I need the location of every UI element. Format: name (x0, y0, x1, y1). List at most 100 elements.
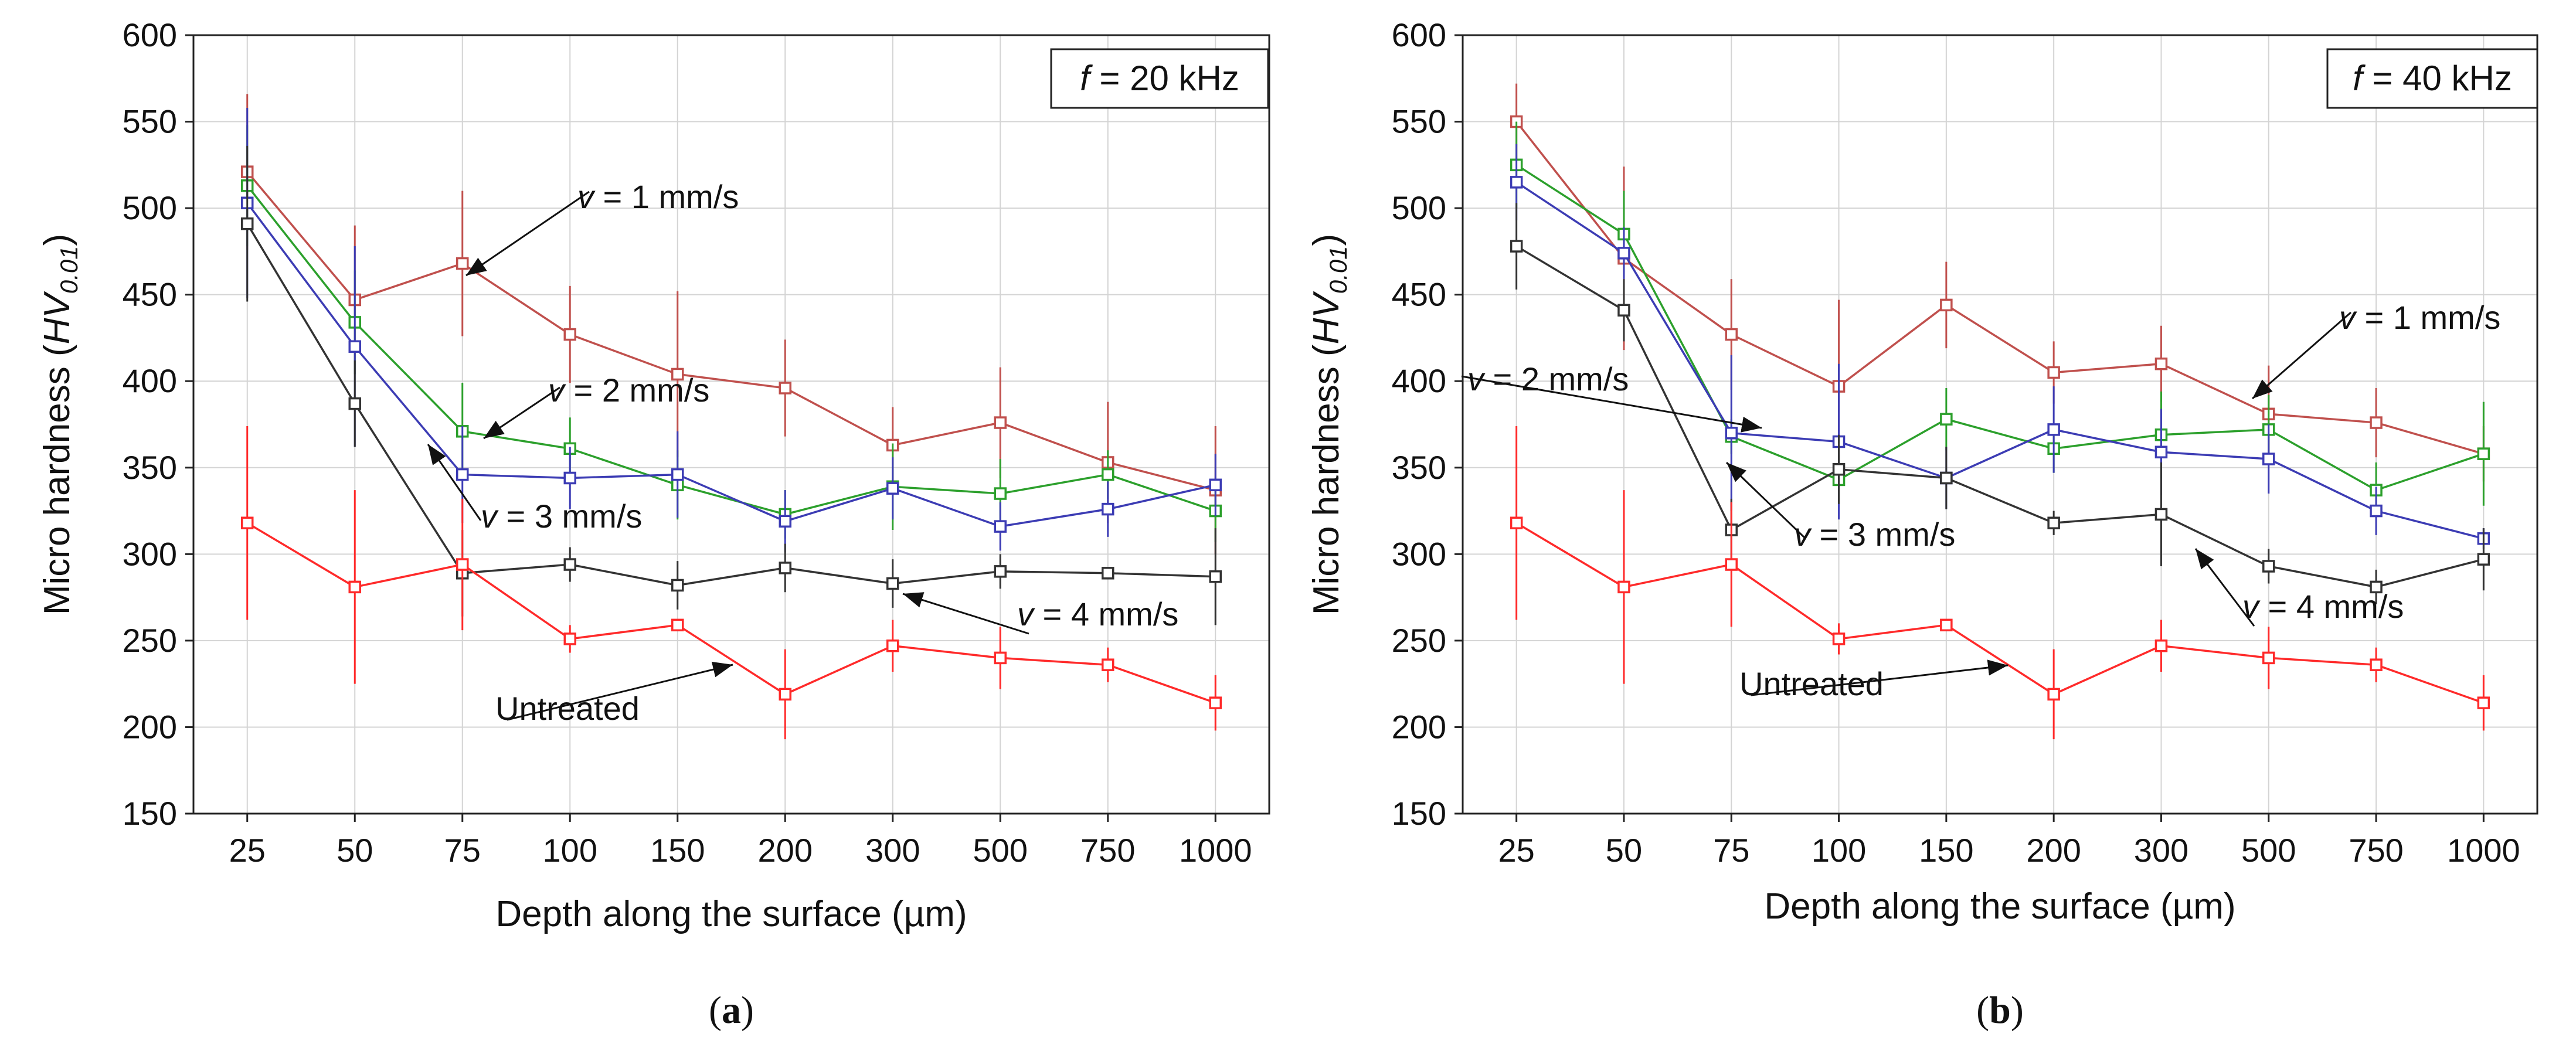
x-tick-label: 100 (1812, 832, 1866, 869)
data-point (1617, 247, 1630, 260)
data-point (2262, 453, 2275, 465)
y-tick-label: 550 (1392, 103, 1446, 140)
data-point (2047, 516, 2060, 529)
data-point (2370, 580, 2383, 594)
y-tick-label: 550 (123, 103, 177, 140)
y-axis-label-suffix: ) (37, 234, 77, 246)
data-point (2262, 651, 2275, 665)
panel-caption-open: ( (709, 989, 722, 1032)
y-tick-label: 200 (1392, 708, 1446, 745)
data-point (994, 565, 1007, 578)
x-tick-label: 500 (2241, 832, 2296, 869)
data-point (2154, 508, 2168, 521)
series-line (1515, 164, 2484, 492)
data-point (671, 618, 684, 632)
annotation-text: = 4 mm/s (2259, 588, 2404, 625)
y-axis-label-var: HV (1306, 291, 1347, 345)
data-point (1617, 580, 1630, 594)
data-point (563, 328, 576, 341)
data-point (994, 651, 1007, 665)
data-point (2477, 696, 2490, 709)
annotation-arrow (2194, 548, 2255, 627)
y-tick-label: 300 (1392, 535, 1446, 572)
series-line (246, 171, 1216, 491)
y-tick-label: 350 (123, 449, 177, 486)
data-point (1940, 298, 1953, 312)
x-tick-label: 500 (973, 832, 1028, 869)
y-tick-label: 450 (1392, 276, 1446, 313)
x-tick-label: 50 (1606, 832, 1642, 869)
annotation-label: v = 4 mm/s (2242, 588, 2404, 625)
series-1 (241, 94, 1222, 555)
y-tick-label: 500 (1392, 189, 1446, 226)
y-tick-label: 250 (1392, 622, 1446, 659)
data-point (1617, 304, 1630, 317)
series-line (1515, 522, 2484, 704)
x-tick-label: 150 (650, 832, 705, 869)
annotation-var: v (577, 178, 596, 215)
y-axis-label-prefix: Micro hardness ( (1306, 344, 1347, 615)
data-point (563, 632, 576, 645)
y-axis-label-subscript: 0.01 (55, 246, 83, 294)
series-4 (1510, 203, 2490, 604)
series-annotation: v = 2 mm/s (483, 372, 709, 440)
series-3 (241, 107, 1222, 553)
data-point (886, 639, 899, 652)
annotation-arrow (902, 592, 1029, 635)
y-tick-label: 450 (123, 276, 177, 313)
frequency-box (1050, 48, 1269, 109)
data-point (2154, 445, 2168, 458)
panel-caption-letter: b (1989, 989, 2011, 1032)
frequency-box (2326, 48, 2538, 109)
annotation-arrow (1751, 659, 2009, 696)
data-point (1102, 502, 1114, 516)
y-tick-label: 250 (123, 622, 177, 659)
x-tick-label: 750 (1080, 832, 1135, 869)
series-annotation: v = 2 mm/s (1461, 360, 1762, 433)
data-point (779, 515, 791, 528)
y-axis-label: Micro hardness (HV0.01) (37, 234, 83, 615)
x-tick-label: 300 (865, 832, 920, 869)
annotation-arrow (465, 191, 590, 277)
x-axis-label: Depth along the surface (µm) (1764, 886, 2235, 927)
x-tick-label: 750 (2349, 832, 2403, 869)
annotation-var: v (2242, 588, 2261, 625)
data-point (2370, 658, 2383, 671)
annotation-text: = 1 mm/s (594, 178, 739, 215)
plot-frame (1462, 34, 2538, 815)
series-annotation: v = 4 mm/s (2194, 548, 2404, 627)
series-5 (241, 426, 1222, 740)
series-line (1515, 245, 2484, 589)
x-tick-label: 200 (2026, 832, 2081, 869)
annotation-label: v = 4 mm/s (1017, 596, 1178, 632)
data-point (2154, 357, 2168, 370)
annotation-text: = 1 mm/s (2356, 299, 2500, 336)
annotation-arrow (2252, 311, 2351, 400)
series-annotation: Untreated (495, 661, 733, 727)
annotation-text: Untreated (1739, 665, 1884, 702)
annotation-label: v = 3 mm/s (1794, 516, 1955, 553)
data-point (671, 579, 684, 592)
x-tick-label: 150 (1919, 832, 1973, 869)
data-point (348, 397, 361, 410)
annotation-text: = 3 mm/s (1810, 516, 1955, 553)
data-point (456, 257, 469, 270)
data-point (1102, 658, 1114, 671)
annotation-var: v (481, 498, 499, 535)
annotation-label: Untreated (1739, 665, 1884, 702)
x-tick-label: 75 (444, 832, 481, 869)
y-tick-label: 400 (1392, 362, 1446, 399)
data-point (2047, 366, 2060, 379)
data-point (1832, 462, 1846, 476)
data-point (2047, 423, 2060, 436)
panel-caption-letter: a (722, 989, 741, 1032)
series-line (246, 185, 1216, 516)
series-annotation: Untreated (1739, 659, 2009, 702)
data-point (994, 416, 1007, 429)
data-point (1209, 696, 1222, 709)
frequency-var: f (1080, 59, 1093, 98)
data-point (1725, 558, 1738, 571)
data-point (2154, 639, 2168, 652)
y-axis-label-suffix: ) (1306, 234, 1347, 246)
